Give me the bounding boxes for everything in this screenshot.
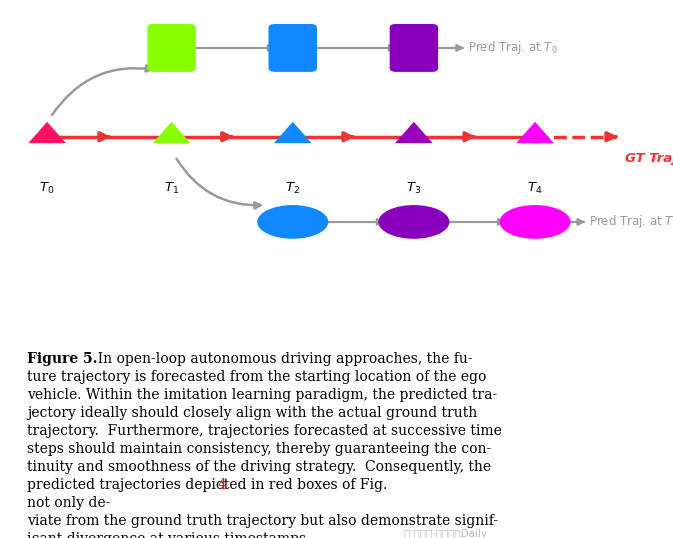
- Text: In open-loop autonomous driving approaches, the fu-: In open-loop autonomous driving approach…: [89, 352, 472, 366]
- FancyArrowPatch shape: [176, 159, 260, 208]
- Polygon shape: [28, 122, 66, 143]
- Ellipse shape: [499, 205, 571, 239]
- Text: 4: 4: [218, 478, 227, 492]
- Text: trajectory.  Furthermore, trajectories forecasted at successive time: trajectory. Furthermore, trajectories fo…: [27, 424, 502, 438]
- Text: $T_2$: $T_2$: [285, 181, 300, 196]
- Text: Pred Traj. at $T_1$: Pred Traj. at $T_1$: [589, 214, 673, 230]
- Text: $T_1$: $T_1$: [164, 181, 179, 196]
- Text: jectory ideally should closely align with the actual ground truth: jectory ideally should closely align wit…: [27, 406, 477, 420]
- Text: GT Traj.: GT Traj.: [625, 152, 673, 165]
- Ellipse shape: [257, 205, 328, 239]
- Text: tinuity and smoothness of the driving strategy.  Consequently, the: tinuity and smoothness of the driving st…: [27, 460, 491, 474]
- Text: steps should maintain consistency, thereby guaranteeing the con-: steps should maintain consistency, there…: [27, 442, 491, 456]
- Text: viate from the ground truth trajectory but also demonstrate signif-: viate from the ground truth trajectory b…: [27, 514, 498, 528]
- Text: $T_0$: $T_0$: [40, 181, 55, 196]
- FancyBboxPatch shape: [269, 24, 317, 72]
- Polygon shape: [274, 122, 312, 143]
- Text: $T_3$: $T_3$: [406, 181, 421, 196]
- Text: Figure 5.: Figure 5.: [27, 352, 98, 366]
- Text: icant divergence at various timestamps.: icant divergence at various timestamps.: [27, 532, 310, 538]
- Text: predicted trajectories depicted in red boxes of Fig.: predicted trajectories depicted in red b…: [27, 478, 392, 492]
- Text: not only de-: not only de-: [27, 496, 110, 510]
- Text: 📱 公众号·自动驾驶Daily: 📱 公众号·自动驾驶Daily: [404, 529, 487, 538]
- Polygon shape: [516, 122, 554, 143]
- Polygon shape: [395, 122, 433, 143]
- Text: Pred Traj. at $T_0$: Pred Traj. at $T_0$: [468, 39, 557, 56]
- Text: vehicle. Within the imitation learning paradigm, the predicted tra-: vehicle. Within the imitation learning p…: [27, 388, 497, 402]
- FancyArrowPatch shape: [52, 66, 152, 115]
- FancyBboxPatch shape: [390, 24, 438, 72]
- Ellipse shape: [378, 205, 450, 239]
- Text: $T_4$: $T_4$: [528, 181, 542, 196]
- FancyBboxPatch shape: [147, 24, 196, 72]
- Polygon shape: [153, 122, 190, 143]
- Text: ture trajectory is forecasted from the starting location of the ego: ture trajectory is forecasted from the s…: [27, 370, 487, 384]
